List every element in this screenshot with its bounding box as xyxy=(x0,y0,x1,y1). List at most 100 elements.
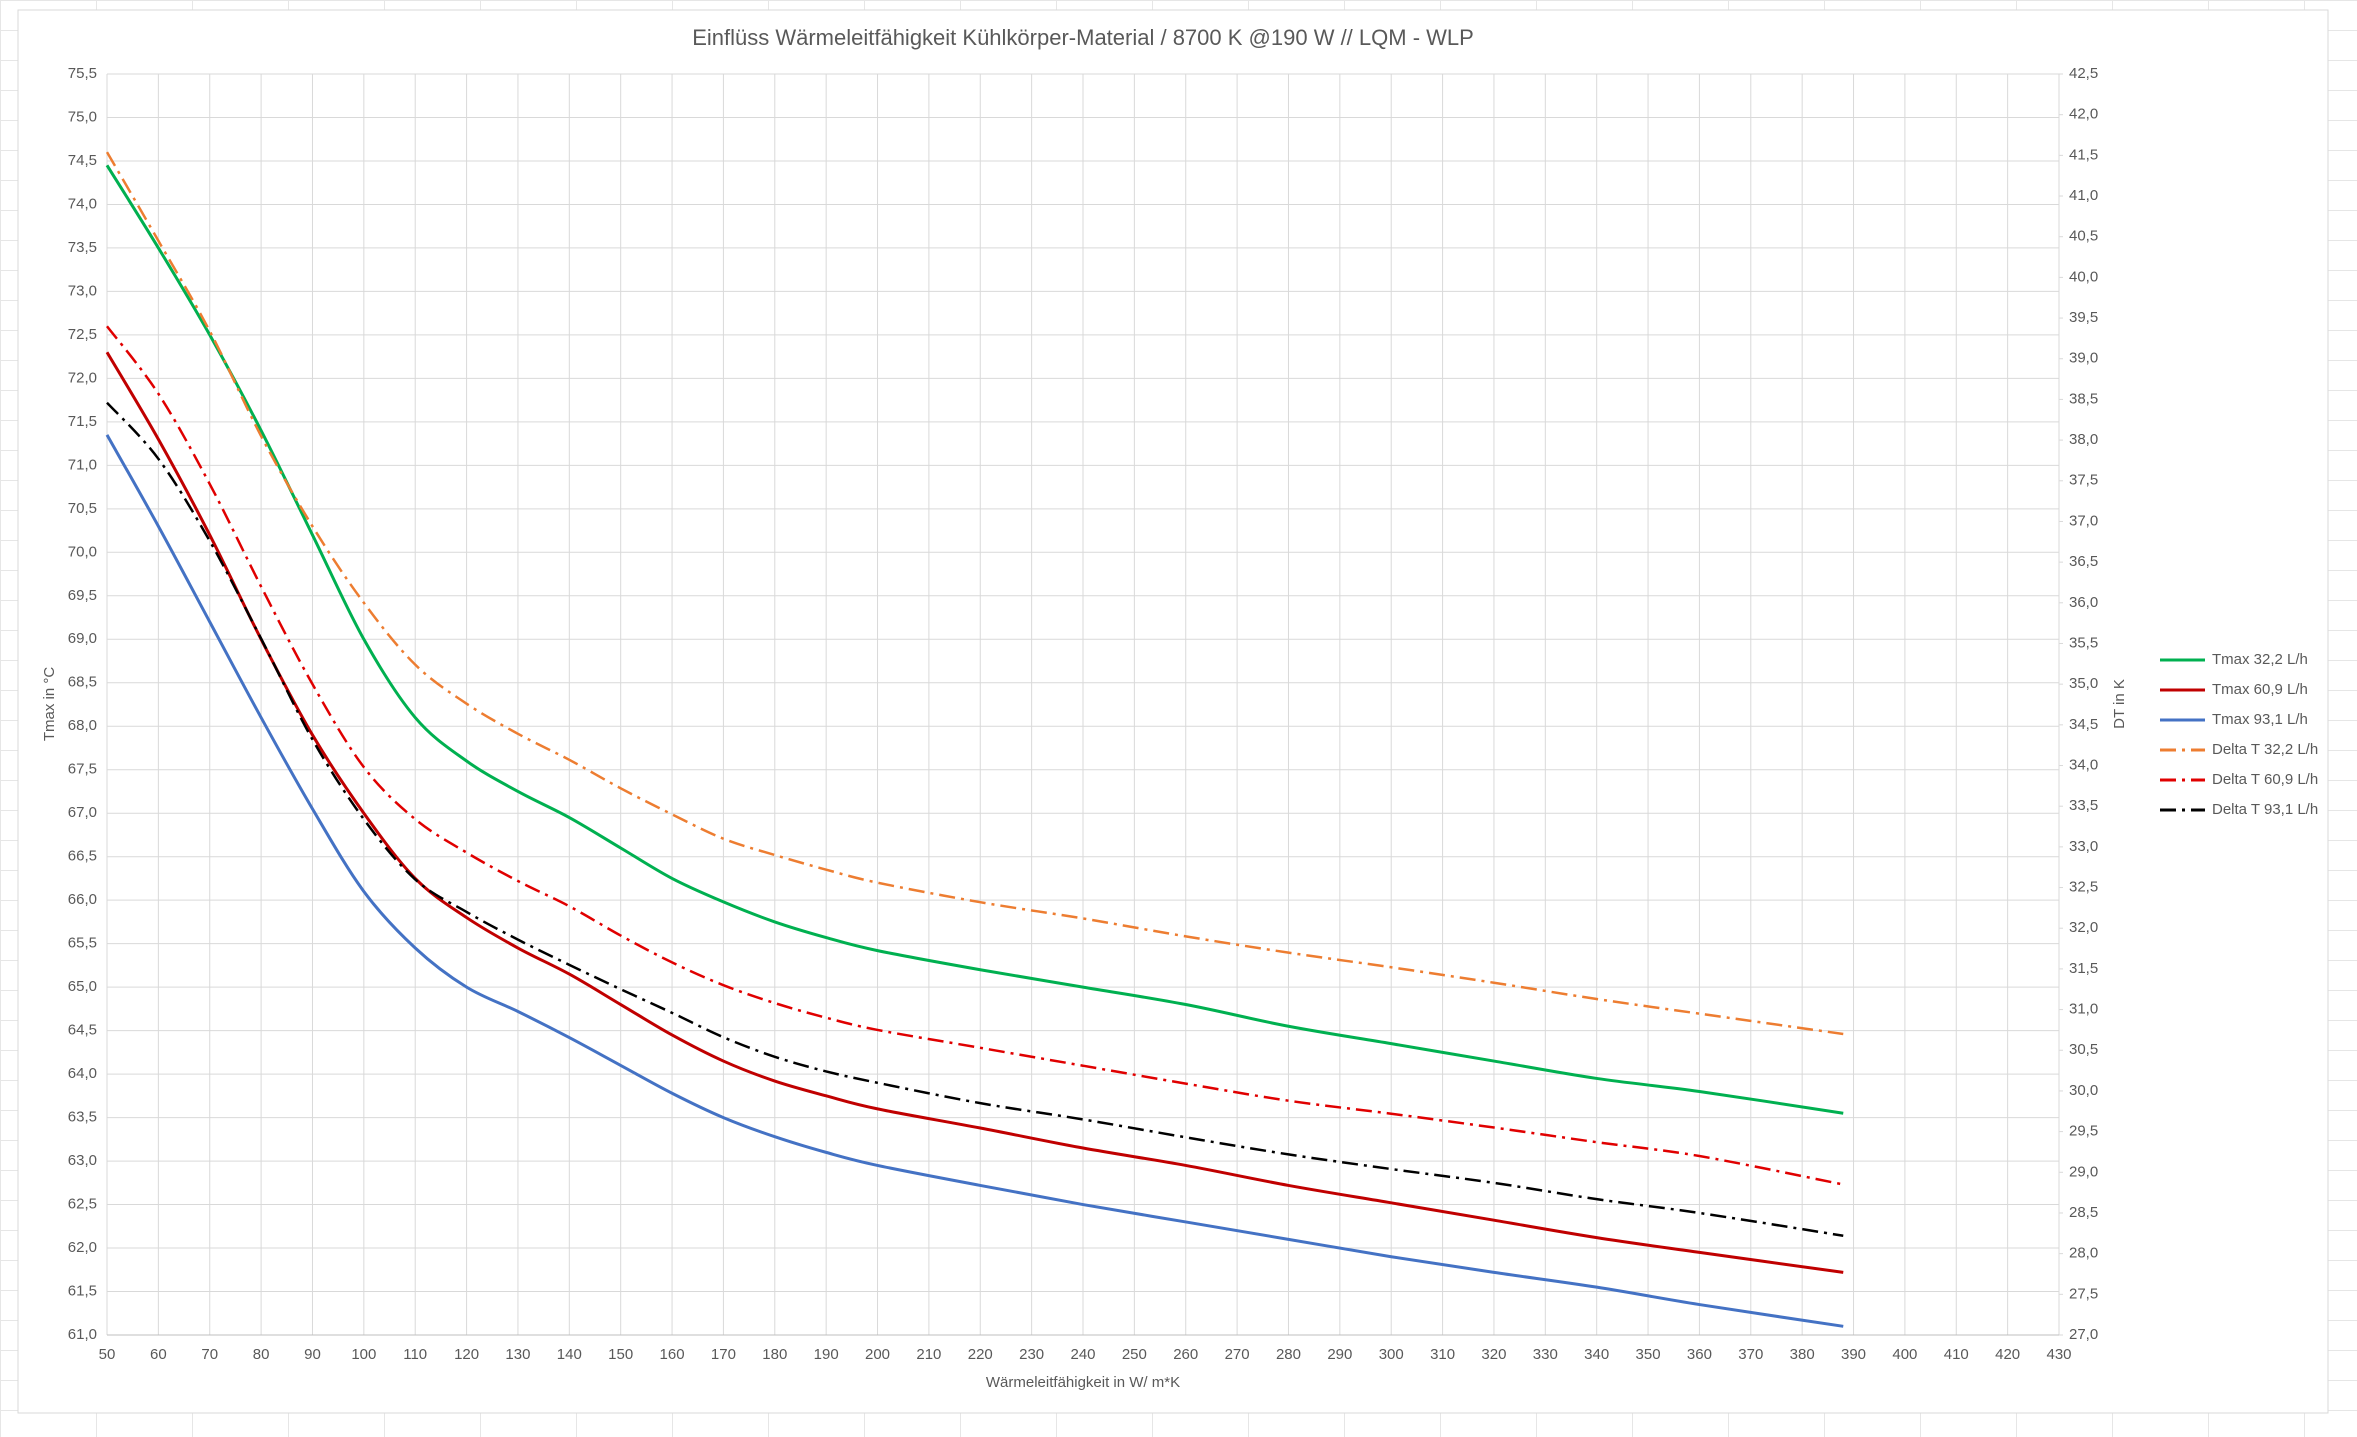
y-tick-label: 70,0 xyxy=(68,543,97,560)
x-tick-label: 140 xyxy=(557,1346,582,1363)
y-tick-label: 71,5 xyxy=(68,413,97,430)
y-tick-label: 71,0 xyxy=(68,456,97,473)
series-line xyxy=(105,351,1844,1274)
y2-tick-label: 36,5 xyxy=(2069,553,2098,570)
y-tick-label: 61,5 xyxy=(68,1282,97,1299)
y2-tick-label: 42,5 xyxy=(2069,65,2098,82)
y-tick-label: 63,0 xyxy=(68,1152,97,1169)
legend-label: Delta T 32,2 L/h xyxy=(2212,741,2318,758)
y2-tick-label: 41,5 xyxy=(2069,146,2098,163)
x-tick-label: 300 xyxy=(1379,1346,1404,1363)
x-tick-label: 100 xyxy=(351,1346,376,1363)
legend-label: Delta T 93,1 L/h xyxy=(2212,801,2318,818)
y2-tick-label: 37,5 xyxy=(2069,472,2098,489)
y-tick-label: 62,0 xyxy=(68,1239,97,1256)
y2-tick-label: 28,0 xyxy=(2069,1245,2098,1262)
chart-title: Einflüss Wärmeleitfähigkeit Kühlkörper-M… xyxy=(692,25,1474,50)
y-tick-label: 68,5 xyxy=(68,674,97,691)
x-tick-label: 150 xyxy=(608,1346,633,1363)
x-tick-label: 400 xyxy=(1892,1346,1917,1363)
y2-tick-label: 34,5 xyxy=(2069,716,2098,733)
y2-axis-title: DT in K xyxy=(2111,679,2128,729)
x-tick-label: 340 xyxy=(1584,1346,1609,1363)
y-axis-title: Tmax in °C xyxy=(41,667,58,742)
legend-label: Tmax 93,1 L/h xyxy=(2212,711,2308,728)
y-tick-label: 61,0 xyxy=(68,1326,97,1343)
x-axis-title: Wärmeleitfähigkeit in W/ m*K xyxy=(986,1374,1180,1391)
x-tick-label: 370 xyxy=(1738,1346,1763,1363)
x-tick-label: 280 xyxy=(1276,1346,1301,1363)
y-tick-label: 75,0 xyxy=(68,108,97,125)
x-tick-label: 330 xyxy=(1533,1346,1558,1363)
y2-tick-label: 41,0 xyxy=(2069,187,2098,204)
legend: Tmax 32,2 L/h Tmax 60,9 L/h Tmax 93,1 L/h D… xyxy=(2160,651,2318,818)
y-tick-label: 73,5 xyxy=(68,239,97,256)
y-tick-label: 66,5 xyxy=(68,848,97,865)
y-tick-label: 64,5 xyxy=(68,1022,97,1039)
y-tick-label: 65,0 xyxy=(68,978,97,995)
y2-tick-label: 37,0 xyxy=(2069,512,2098,529)
y2-tick-label: 31,5 xyxy=(2069,960,2098,977)
y2-tick-label: 38,0 xyxy=(2069,431,2098,448)
series-line xyxy=(106,401,1844,1237)
y-tick-label: 69,0 xyxy=(68,630,97,647)
y-tick-label: 66,0 xyxy=(68,891,97,908)
y2-tick-label: 29,0 xyxy=(2069,1163,2098,1180)
legend-label: Delta T 60,9 L/h xyxy=(2212,771,2318,788)
series-line xyxy=(106,325,1844,1186)
y-tick-label: 62,5 xyxy=(68,1196,97,1213)
x-tick-label: 200 xyxy=(865,1346,890,1363)
y2-tick-label: 28,5 xyxy=(2069,1204,2098,1221)
y2-tick-label: 35,0 xyxy=(2069,675,2098,692)
y2-tick-label: 40,5 xyxy=(2069,228,2098,245)
y2-tick-label: 39,0 xyxy=(2069,350,2098,367)
x-tick-label: 210 xyxy=(916,1346,941,1363)
x-tick-label: 380 xyxy=(1790,1346,1815,1363)
y2-tick-label: 42,0 xyxy=(2069,106,2098,123)
x-tick-label: 230 xyxy=(1019,1346,1044,1363)
legend-label: Tmax 60,9 L/h xyxy=(2212,681,2308,698)
x-tick-label: 120 xyxy=(454,1346,479,1363)
x-tick-label: 260 xyxy=(1173,1346,1198,1363)
x-tick-label: 310 xyxy=(1430,1346,1455,1363)
y-tick-label: 69,5 xyxy=(68,587,97,604)
grid xyxy=(106,73,2060,1336)
y2-tick-label: 35,5 xyxy=(2069,634,2098,651)
y-tick-label: 72,0 xyxy=(68,369,97,386)
x-tick-label: 170 xyxy=(711,1346,736,1363)
x-tick-label: 430 xyxy=(2046,1346,2071,1363)
y-tick-label: 73,0 xyxy=(68,282,97,299)
y2-tick-label: 30,0 xyxy=(2069,1082,2098,1099)
x-tick-label: 180 xyxy=(762,1346,787,1363)
series-line xyxy=(105,434,1844,1328)
series-line xyxy=(105,164,1844,1115)
y2-tick-label: 27,5 xyxy=(2069,1285,2098,1302)
x-tick-label: 320 xyxy=(1481,1346,1506,1363)
y-tick-label: 63,5 xyxy=(68,1109,97,1126)
x-tick-label: 290 xyxy=(1327,1346,1352,1363)
y-tick-label: 72,5 xyxy=(68,326,97,343)
y2-tick-label: 33,5 xyxy=(2069,797,2098,814)
x-tick-label: 50 xyxy=(99,1346,116,1363)
x-tick-label: 190 xyxy=(814,1346,839,1363)
y-tick-label: 67,5 xyxy=(68,761,97,778)
y-tick-label: 74,5 xyxy=(68,152,97,169)
x-tick-label: 70 xyxy=(201,1346,218,1363)
y2-tick-label: 27,0 xyxy=(2069,1326,2098,1343)
y-tick-label: 67,0 xyxy=(68,804,97,821)
y2-tick-label: 39,5 xyxy=(2069,309,2098,326)
x-tick-label: 350 xyxy=(1636,1346,1661,1363)
x-tick-label: 390 xyxy=(1841,1346,1866,1363)
x-tick-label: 220 xyxy=(968,1346,993,1363)
y-tick-label: 64,0 xyxy=(68,1065,97,1082)
x-tick-label: 360 xyxy=(1687,1346,1712,1363)
x-tick-label: 410 xyxy=(1944,1346,1969,1363)
series-line xyxy=(105,151,1844,1036)
y2-tick-label: 31,0 xyxy=(2069,1001,2098,1018)
x-tick-label: 90 xyxy=(304,1346,321,1363)
y2-tick-label: 32,5 xyxy=(2069,879,2098,896)
legend-label: Tmax 32,2 L/h xyxy=(2212,651,2308,668)
y2-tick-label: 33,0 xyxy=(2069,838,2098,855)
y-tick-label: 74,0 xyxy=(68,195,97,212)
